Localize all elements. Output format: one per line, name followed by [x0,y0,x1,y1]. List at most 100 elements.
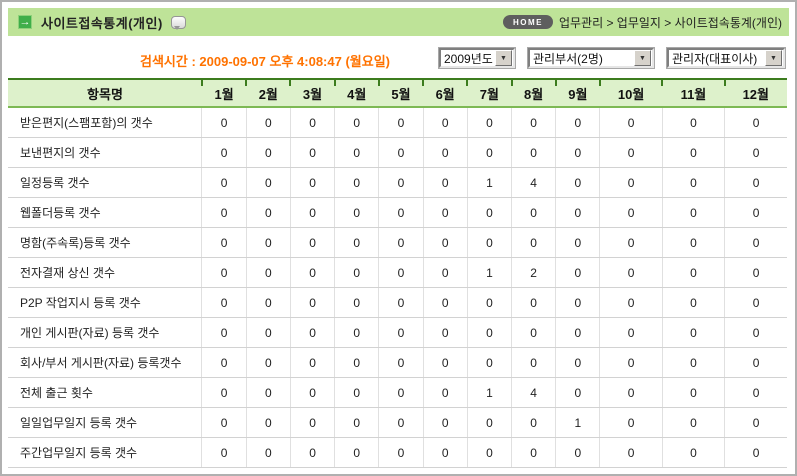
month-value-cell: 4 [511,377,556,408]
month-value-cell: 0 [724,377,787,408]
table-header: 항목명 1월 2월 3월 4월 5월 6월 7월 8월 9월 10월 11월 12월 [8,78,787,108]
month-value-cell: 0 [599,107,663,138]
month-value-cell: 0 [599,347,663,378]
col-header-month: 10월 [598,78,663,108]
col-header-month: 4월 [333,78,379,108]
month-value-cell: 0 [422,197,468,228]
month-value-cell: 0 [378,107,424,138]
chevron-down-icon[interactable]: ▼ [765,50,782,66]
month-value-cell: 0 [245,347,291,378]
chevron-down-icon[interactable]: ▼ [495,50,512,66]
month-value-cell: 0 [245,437,291,468]
month-value-cell: 0 [466,347,512,378]
month-value-cell: 0 [245,107,291,138]
month-value-cell: 0 [289,257,335,288]
month-value-cell: 0 [661,107,725,138]
department-select[interactable]: 관리부서(2명) ▼ [527,47,655,69]
month-value-cell: 0 [334,257,379,288]
month-value-cell: 0 [661,347,725,378]
month-value-cell: 0 [599,317,663,348]
month-value-cell: 0 [466,287,512,318]
table-row: 웹폴더등록 갯수 0 0 0 0 0 0 0 0 0 0 0 0 [8,197,787,228]
row-label: 회사/부서 게시판(자료) 등록갯수 [8,347,202,378]
help-balloon-icon[interactable] [170,15,186,30]
month-value-cell: 0 [422,377,468,408]
month-value-cell: 0 [555,437,600,468]
month-value-cell: 0 [555,227,600,258]
month-value-cell: 0 [378,437,424,468]
home-badge[interactable]: HOME [502,15,553,29]
manager-select[interactable]: 관리자(대표이사) ▼ [666,47,786,69]
col-header-month: 11월 [661,78,725,108]
month-value-cell: 0 [661,257,725,288]
month-value-cell: 0 [661,137,725,168]
month-value-cell: 0 [378,377,424,408]
month-value-cell: 0 [555,377,600,408]
month-value-cell: 0 [511,437,556,468]
table-row: P2P 작업지시 등록 갯수 0 0 0 0 0 0 0 0 0 0 0 0 [8,287,787,318]
month-value-cell: 0 [378,257,424,288]
chevron-down-icon[interactable]: ▼ [634,50,651,66]
month-value-cell: 0 [511,317,556,348]
arrow-icon: → [18,15,32,29]
month-value-cell: 0 [334,227,379,258]
month-value-cell: 0 [245,407,291,438]
table-row: 받은편지(스팸포함)의 갯수 0 0 0 0 0 0 0 0 0 0 0 0 [8,107,787,138]
month-value-cell: 0 [245,227,291,258]
year-select[interactable]: 2009년도 ▼ [438,47,516,69]
table-row: 보낸편지의 갯수 0 0 0 0 0 0 0 0 0 0 0 0 [8,137,787,168]
month-value-cell: 0 [661,377,725,408]
month-value-cell: 4 [511,167,556,198]
month-value-cell: 0 [334,347,379,378]
month-value-cell: 0 [466,227,512,258]
col-header-month: 12월 [723,78,787,108]
month-value-cell: 0 [289,317,335,348]
month-value-cell: 0 [555,137,600,168]
month-value-cell: 0 [289,137,335,168]
month-value-cell: 0 [661,437,725,468]
row-label: 웹폴더등록 갯수 [8,197,202,228]
table-row: 일일업무일지 등록 갯수 0 0 0 0 0 0 0 0 1 0 0 0 [8,407,787,438]
month-value-cell: 0 [378,197,424,228]
month-value-cell: 0 [511,197,556,228]
month-value-cell: 0 [201,377,247,408]
table-row: 전자결재 상신 갯수 0 0 0 0 0 0 1 2 0 0 0 0 [8,257,787,288]
table-row: 일정등록 갯수 0 0 0 0 0 0 1 4 0 0 0 0 [8,167,787,198]
month-value-cell: 0 [334,317,379,348]
filter-selects: 2009년도 ▼ 관리부서(2명) ▼ 관리자(대표이사) ▼ [438,47,786,69]
month-value-cell: 1 [466,257,512,288]
row-label: 받은편지(스팸포함)의 갯수 [8,107,202,138]
row-label: 개인 게시판(자료) 등록 갯수 [8,317,202,348]
month-value-cell: 0 [555,167,600,198]
month-value-cell: 0 [661,407,725,438]
month-value-cell: 0 [599,197,663,228]
month-value-cell: 0 [466,137,512,168]
toolbar: 검색시간 : 2009-09-07 오후 4:08:47 (월요일) 2009년… [8,46,789,72]
month-value-cell: 0 [334,197,379,228]
month-value-cell: 0 [511,137,556,168]
month-value-cell: 0 [334,407,379,438]
month-value-cell: 1 [555,407,600,438]
month-value-cell: 0 [334,107,379,138]
month-value-cell: 0 [422,347,468,378]
month-value-cell: 0 [245,137,291,168]
table-row: 회사/부서 게시판(자료) 등록갯수 0 0 0 0 0 0 0 0 0 0 0 0 [8,347,787,378]
month-value-cell: 0 [201,107,247,138]
manager-select-value: 관리자(대표이사) [672,51,758,66]
month-value-cell: 0 [289,287,335,318]
month-value-cell: 0 [201,227,247,258]
month-value-cell: 0 [511,407,556,438]
month-value-cell: 0 [201,407,247,438]
month-value-cell: 0 [422,287,468,318]
month-value-cell: 0 [245,257,291,288]
month-value-cell: 0 [511,107,556,138]
month-value-cell: 0 [661,317,725,348]
row-label: 전체 출근 횟수 [8,377,202,408]
month-value-cell: 0 [511,347,556,378]
month-value-cell: 0 [555,317,600,348]
row-label: 일일업무일지 등록 갯수 [8,407,202,438]
month-value-cell: 0 [599,377,663,408]
month-value-cell: 0 [201,197,247,228]
month-value-cell: 0 [201,347,247,378]
